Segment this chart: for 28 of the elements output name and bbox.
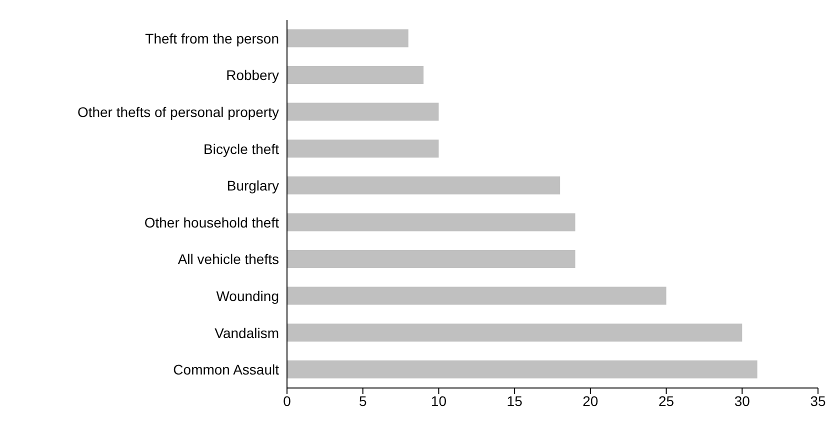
x-tick-label: 5 bbox=[358, 392, 367, 409]
x-tick-label: 35 bbox=[810, 392, 826, 409]
y-tick-label: Burglary bbox=[226, 178, 279, 194]
y-tick-label: Vandalism bbox=[214, 324, 279, 341]
y-tick-label: Common Assault bbox=[173, 362, 280, 378]
bar bbox=[287, 176, 560, 194]
bar bbox=[287, 66, 424, 84]
bar bbox=[287, 29, 408, 48]
x-tick-label: 30 bbox=[734, 392, 750, 409]
y-tick-label: Robbery bbox=[226, 67, 279, 84]
x-tick-label: 0 bbox=[283, 392, 292, 409]
x-tick-label: 20 bbox=[582, 392, 598, 409]
y-tick-label: Other thefts of personal property bbox=[77, 104, 279, 120]
y-tick-label: Wounding bbox=[216, 288, 279, 304]
bar bbox=[287, 102, 439, 121]
bar bbox=[287, 360, 758, 378]
x-tick-label: 15 bbox=[506, 392, 523, 409]
y-tick-label: All vehicle thefts bbox=[178, 251, 279, 268]
y-tick-label: Bicycle theft bbox=[204, 140, 280, 157]
bar bbox=[287, 324, 742, 342]
y-tick-label: Theft from the person bbox=[145, 30, 279, 46]
x-tick-label: 10 bbox=[430, 392, 447, 409]
bar bbox=[287, 286, 666, 305]
x-tick-label: 25 bbox=[658, 392, 674, 409]
y-tick-label: Other household theft bbox=[144, 214, 280, 230]
bar bbox=[287, 250, 576, 268]
bar bbox=[287, 213, 576, 232]
bar bbox=[287, 140, 439, 158]
